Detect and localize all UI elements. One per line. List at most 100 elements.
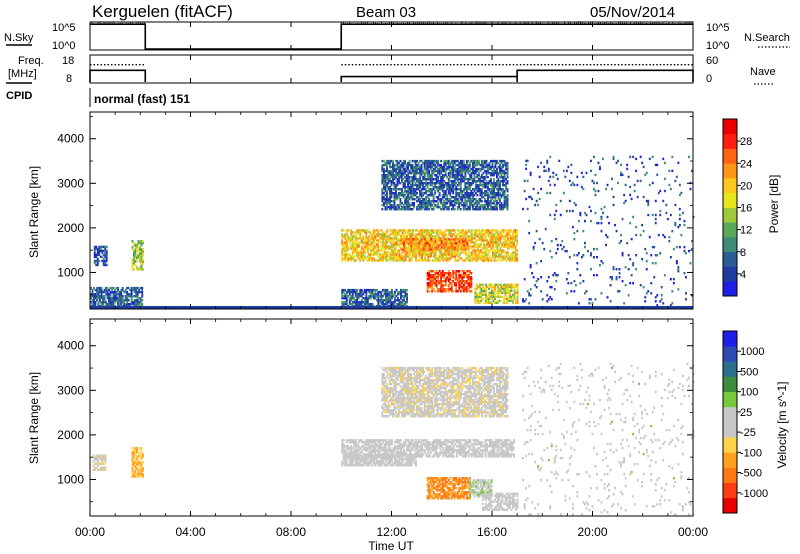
heatmap-cell <box>419 169 421 173</box>
heatmap-cell <box>492 249 494 252</box>
heatmap-cell <box>350 297 353 300</box>
heatmap-cell <box>663 235 666 239</box>
heatmap-cell <box>440 272 443 275</box>
heatmap-cell <box>102 257 105 261</box>
heatmap-cell <box>546 280 549 283</box>
heatmap-cell <box>468 196 471 199</box>
heatmap-cell <box>121 299 124 302</box>
heatmap-cell <box>347 245 350 248</box>
heatmap-cell <box>452 233 455 236</box>
heatmap-cell <box>468 208 471 211</box>
heatmap-cell <box>363 229 366 232</box>
heatmap-cell <box>428 286 431 289</box>
heatmap-cell <box>341 239 344 242</box>
heatmap-cell <box>495 291 498 294</box>
heatmap-cell <box>486 247 488 250</box>
heatmap-cell <box>398 249 401 252</box>
heatmap-cell <box>434 251 437 254</box>
heatmap-cell <box>491 194 494 197</box>
heatmap-cell <box>136 293 139 296</box>
heatmap-cell <box>526 179 529 183</box>
heatmap-cell <box>393 204 396 207</box>
heatmap-cell <box>374 235 377 238</box>
heatmap-cell <box>550 239 553 243</box>
heatmap-cell <box>475 245 478 248</box>
heatmap-cell <box>478 251 481 254</box>
heatmap-cell <box>459 198 462 201</box>
heatmap-cell <box>428 240 431 243</box>
heatmap-cell <box>395 303 398 306</box>
heatmap-cell <box>365 243 368 246</box>
heatmap-cell <box>431 274 434 277</box>
heatmap-cell <box>385 303 387 306</box>
heatmap-cell <box>356 229 359 232</box>
heatmap-cell <box>434 249 437 252</box>
heatmap-cell <box>470 278 473 281</box>
heatmap-cell <box>407 231 410 234</box>
heatmap-cell <box>117 301 119 304</box>
heatmap-cell <box>354 243 357 246</box>
heatmap-cell <box>365 257 368 260</box>
heatmap-cell <box>472 241 475 244</box>
heatmap-cell <box>484 243 487 246</box>
heatmap-cell <box>488 165 491 169</box>
heatmap-cell <box>594 298 597 301</box>
heatmap-cell <box>407 251 410 254</box>
heatmap-cell <box>502 165 504 169</box>
heatmap-cell <box>474 291 477 294</box>
heatmap-cell <box>600 217 603 221</box>
heatmap-cell <box>490 171 492 175</box>
heatmap-cell <box>453 182 456 185</box>
heatmap-cell <box>451 240 454 243</box>
heatmap-cell <box>503 163 506 167</box>
heatmap-cell <box>94 303 97 306</box>
heatmap-cell <box>141 286 144 290</box>
heatmap-cell <box>392 237 395 240</box>
heatmap-cell <box>470 284 473 287</box>
heatmap-cell <box>93 261 96 265</box>
heatmap-cell <box>627 294 630 297</box>
heatmap-cell <box>508 247 511 250</box>
heatmap-cell <box>353 259 356 262</box>
heatmap-cell <box>490 259 493 262</box>
heatmap-cell <box>130 288 133 292</box>
heatmap-cell <box>482 196 485 199</box>
heatmap-cell <box>501 285 504 288</box>
heatmap-cell <box>407 194 409 197</box>
heatmap-cell <box>405 198 408 201</box>
heatmap-cell <box>475 235 478 238</box>
heatmap-cell <box>490 235 493 238</box>
heatmap-cell <box>461 161 464 165</box>
heatmap-cell <box>494 204 497 207</box>
heatmap-cell <box>465 178 468 181</box>
nsky-series-line <box>89 21 694 50</box>
heatmap-cell <box>659 213 662 217</box>
heatmap-cell <box>386 251 389 254</box>
heatmap-cell <box>458 270 461 273</box>
heatmap-cell <box>506 188 509 191</box>
heatmap-cell <box>425 229 428 232</box>
heatmap-cell <box>457 233 460 236</box>
heatmap-cell <box>92 454 95 457</box>
heatmap-cell <box>500 206 503 209</box>
heatmap-cell <box>359 295 362 298</box>
heatmap-cell <box>368 231 371 234</box>
heatmap-cell <box>602 211 604 215</box>
heatmap-cell <box>440 176 443 179</box>
heatmap-cell <box>424 257 427 260</box>
heatmap-cell <box>493 235 496 238</box>
heatmap-cell <box>392 159 394 163</box>
heatmap-cell <box>93 303 95 306</box>
heatmap-cell <box>454 246 457 249</box>
heatmap-cell <box>359 235 362 238</box>
heatmap-cell <box>408 202 411 205</box>
heatmap-cell <box>582 280 585 283</box>
heatmap-cell <box>368 290 371 294</box>
heatmap-cell <box>405 176 408 179</box>
heatmap-cell <box>455 276 458 279</box>
heatmap-cell <box>485 291 487 294</box>
y-tick-label: 3000 <box>57 176 84 190</box>
heatmap-cell <box>503 202 506 205</box>
heatmap-cell <box>485 186 488 189</box>
heatmap-cell <box>438 282 441 285</box>
